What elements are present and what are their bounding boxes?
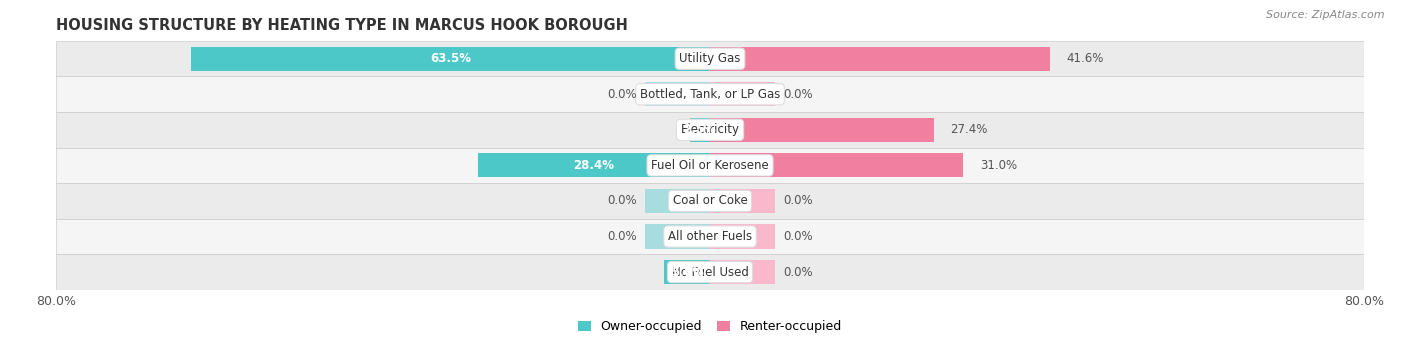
Bar <box>644 189 710 213</box>
Text: 0.0%: 0.0% <box>783 88 813 101</box>
Text: All other Fuels: All other Fuels <box>668 230 752 243</box>
Bar <box>56 148 1364 183</box>
Text: Coal or Coke: Coal or Coke <box>672 194 748 207</box>
Text: 0.0%: 0.0% <box>783 230 813 243</box>
Text: Source: ZipAtlas.com: Source: ZipAtlas.com <box>1267 10 1385 20</box>
Text: 28.4%: 28.4% <box>574 159 614 172</box>
Text: 0.0%: 0.0% <box>607 230 637 243</box>
Text: 0.0%: 0.0% <box>607 194 637 207</box>
Text: No Fuel Used: No Fuel Used <box>672 266 748 279</box>
Bar <box>56 76 1364 112</box>
Text: 2.5%: 2.5% <box>683 123 716 136</box>
Bar <box>644 224 710 249</box>
Text: 27.4%: 27.4% <box>950 123 987 136</box>
Bar <box>664 260 710 284</box>
Text: 0.0%: 0.0% <box>607 88 637 101</box>
Bar <box>710 224 776 249</box>
Text: 41.6%: 41.6% <box>1066 52 1104 65</box>
Text: 0.0%: 0.0% <box>783 194 813 207</box>
Bar <box>191 47 710 71</box>
Text: 0.0%: 0.0% <box>783 266 813 279</box>
Bar <box>710 189 776 213</box>
Bar <box>478 153 710 177</box>
Bar <box>710 82 776 106</box>
Text: Bottled, Tank, or LP Gas: Bottled, Tank, or LP Gas <box>640 88 780 101</box>
Bar <box>56 219 1364 254</box>
Bar <box>710 47 1050 71</box>
Text: Electricity: Electricity <box>681 123 740 136</box>
Bar <box>689 118 710 142</box>
Text: 31.0%: 31.0% <box>980 159 1017 172</box>
Text: Utility Gas: Utility Gas <box>679 52 741 65</box>
Legend: Owner-occupied, Renter-occupied: Owner-occupied, Renter-occupied <box>574 315 846 338</box>
Bar <box>710 260 776 284</box>
Bar <box>56 254 1364 290</box>
Bar <box>644 82 710 106</box>
Bar <box>710 118 934 142</box>
Text: HOUSING STRUCTURE BY HEATING TYPE IN MARCUS HOOK BOROUGH: HOUSING STRUCTURE BY HEATING TYPE IN MAR… <box>56 18 628 33</box>
Bar <box>710 153 963 177</box>
Text: 63.5%: 63.5% <box>430 52 471 65</box>
Bar <box>56 112 1364 148</box>
Bar <box>56 41 1364 76</box>
Text: Fuel Oil or Kerosene: Fuel Oil or Kerosene <box>651 159 769 172</box>
Bar <box>56 183 1364 219</box>
Text: 5.6%: 5.6% <box>671 266 703 279</box>
